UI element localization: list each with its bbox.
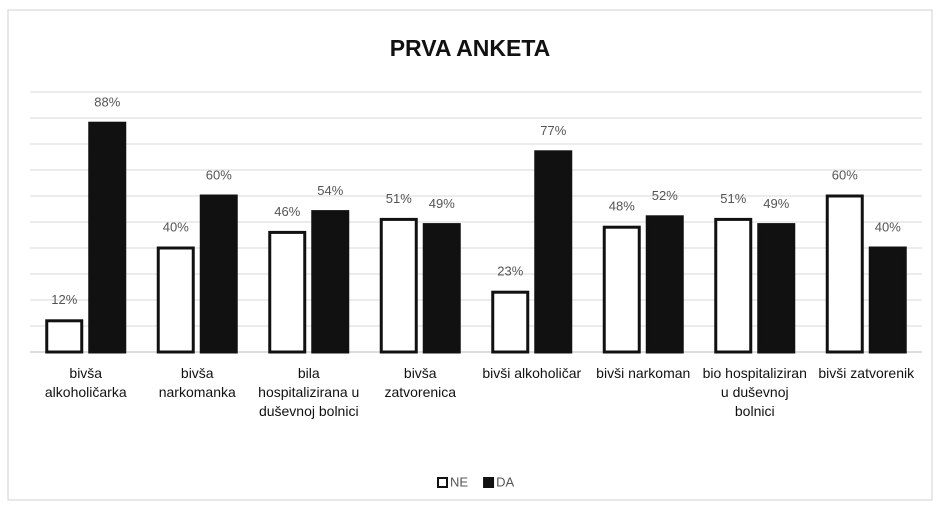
data-label: 48% <box>609 199 635 214</box>
bar <box>868 246 907 354</box>
bar <box>714 217 753 354</box>
data-label: 40% <box>875 219 901 234</box>
data-label: 12% <box>51 292 77 307</box>
data-label: 60% <box>206 167 232 182</box>
data-label: 77% <box>540 123 566 138</box>
data-label: 40% <box>163 219 189 234</box>
bar <box>491 290 530 354</box>
x-tick-label: bivši zatvorenik <box>818 365 915 381</box>
bar <box>199 194 238 354</box>
chart-title: PRVA ANKETA <box>390 35 551 61</box>
bar <box>757 223 796 354</box>
data-label: 51% <box>386 191 412 206</box>
data-label: 60% <box>832 167 858 182</box>
legend-swatch <box>437 477 448 488</box>
x-tick-label: bio hospitaliziran u duševnoj bolnici <box>702 365 807 419</box>
x-tick-label: bivša zatvorenica <box>384 365 457 400</box>
x-tick-label: bila hospitalizirana u duševnoj bolnici <box>258 365 360 419</box>
data-label: 51% <box>720 191 746 206</box>
bar <box>534 150 573 354</box>
bar <box>602 225 641 354</box>
bar <box>88 121 127 354</box>
bar <box>379 217 418 354</box>
data-label: 52% <box>652 188 678 203</box>
x-tick-label: bivša narkomanka <box>158 365 236 400</box>
bar <box>311 210 350 354</box>
bar <box>45 319 84 354</box>
data-label: 23% <box>497 264 523 279</box>
bar <box>422 223 461 354</box>
x-tick-label: bivši narkoman <box>596 365 691 381</box>
legend-swatch <box>483 477 495 488</box>
bar <box>156 246 195 354</box>
legend-label: DA <box>496 474 514 489</box>
legend-label: NE <box>450 474 468 489</box>
bar <box>645 215 684 354</box>
x-tick-label: bivši alkoholičar <box>482 365 582 381</box>
x-tick-label: bivša alkoholičarka <box>44 365 127 400</box>
data-label: 49% <box>429 196 455 211</box>
chart-frame <box>7 9 933 501</box>
data-label: 49% <box>763 196 789 211</box>
bar <box>268 230 307 354</box>
bar <box>825 194 864 354</box>
data-label: 54% <box>317 183 343 198</box>
data-label: 88% <box>94 95 120 110</box>
data-label: 46% <box>274 204 300 219</box>
